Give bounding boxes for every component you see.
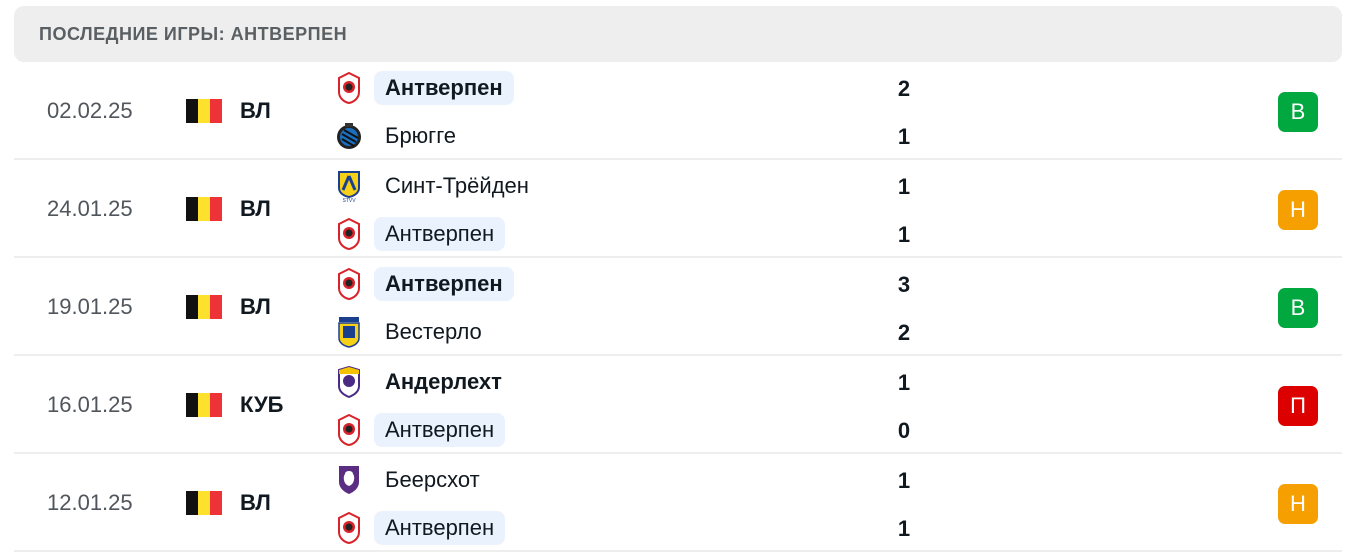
belgium-flag-icon (186, 393, 222, 417)
team-name: Антверпен (374, 511, 506, 545)
result-badge: П (1278, 386, 1318, 426)
brugge-logo-icon (336, 120, 362, 152)
league-label: ВЛ (240, 294, 271, 319)
stvv-logo-icon: STVV (336, 170, 362, 202)
result-badge: Н (1278, 190, 1318, 230)
score-home: 2 (897, 76, 911, 101)
score-away: 1 (897, 124, 911, 149)
match-row[interactable]: 02.02.25 ВЛ Антверпен 2 Брюгге 1 В (14, 62, 1342, 160)
svg-text:STVV: STVV (342, 198, 356, 202)
belgium-flag-icon (186, 295, 222, 319)
league-label: КУБ (240, 392, 284, 417)
westerlo-logo-icon (336, 316, 362, 348)
league-label: ВЛ (240, 98, 271, 123)
match-row[interactable]: 24.01.25 ВЛ STVV Синт-Трёйден 1 Антверпен 1 … (14, 160, 1342, 258)
match-date: 19.01.25 (47, 294, 133, 319)
team-name: Синт-Трёйден (385, 173, 529, 198)
result-badge: Н (1278, 484, 1318, 524)
anderlecht-logo-icon (336, 366, 362, 398)
match-row[interactable]: 16.01.25 КУБ Андерлехт 1 Антверпен 0 П (14, 356, 1342, 454)
antwerp-logo-icon (336, 72, 362, 104)
match-row[interactable]: 19.01.25 ВЛ Антверпен 3 Вестерло 2 В (14, 258, 1342, 356)
team-name: Антверпен (374, 413, 506, 447)
team-away[interactable]: Брюгге (336, 118, 467, 154)
team-name: Антверпен (374, 217, 506, 251)
section-header: ПОСЛЕДНИЕ ИГРЫ: АНТВЕРПЕН (14, 6, 1342, 62)
belgium-flag-icon (186, 99, 222, 123)
match-row[interactable]: 12.01.25 ВЛ Беерсхот 1 Антверпен 1 Н (14, 454, 1342, 552)
team-name: Беерсхот (385, 467, 480, 492)
team-away[interactable]: Вестерло (336, 314, 493, 350)
belgium-flag-icon (186, 197, 222, 221)
team-home[interactable]: STVV Синт-Трёйден (336, 168, 540, 204)
team-name: Антверпен (374, 71, 514, 105)
team-home[interactable]: Антверпен (336, 266, 514, 302)
match-date: 16.01.25 (47, 392, 133, 417)
match-date: 02.02.25 (47, 98, 133, 123)
team-away[interactable]: Антверпен (336, 510, 506, 546)
team-away[interactable]: Антверпен (336, 216, 506, 252)
score-away: 1 (897, 516, 911, 541)
score-home: 1 (897, 174, 911, 199)
team-name: Вестерло (385, 319, 482, 344)
section-title: ПОСЛЕДНИЕ ИГРЫ: АНТВЕРПЕН (39, 23, 348, 44)
score-home: 1 (897, 468, 911, 493)
score-away: 1 (897, 222, 911, 247)
league-label: ВЛ (240, 196, 271, 221)
team-away[interactable]: Антверпен (336, 412, 506, 448)
score-away: 2 (897, 320, 911, 345)
antwerp-logo-icon (336, 218, 362, 250)
score-home: 1 (897, 370, 911, 395)
match-date: 24.01.25 (47, 196, 133, 221)
antwerp-logo-icon (336, 268, 362, 300)
team-home[interactable]: Беерсхот (336, 462, 491, 498)
antwerp-logo-icon (336, 512, 362, 544)
league-label: ВЛ (240, 490, 271, 515)
team-name: Брюгге (385, 123, 456, 148)
result-badge: В (1278, 92, 1318, 132)
team-name: Андерлехт (385, 369, 502, 394)
match-date: 12.01.25 (47, 490, 133, 515)
score-away: 0 (897, 418, 911, 443)
team-home[interactable]: Андерлехт (336, 364, 513, 400)
team-home[interactable]: Антверпен (336, 70, 514, 106)
belgium-flag-icon (186, 491, 222, 515)
result-badge: В (1278, 288, 1318, 328)
beerschot-logo-icon (336, 464, 362, 496)
team-name: Антверпен (374, 267, 514, 301)
antwerp-logo-icon (336, 414, 362, 446)
score-home: 3 (897, 272, 911, 297)
